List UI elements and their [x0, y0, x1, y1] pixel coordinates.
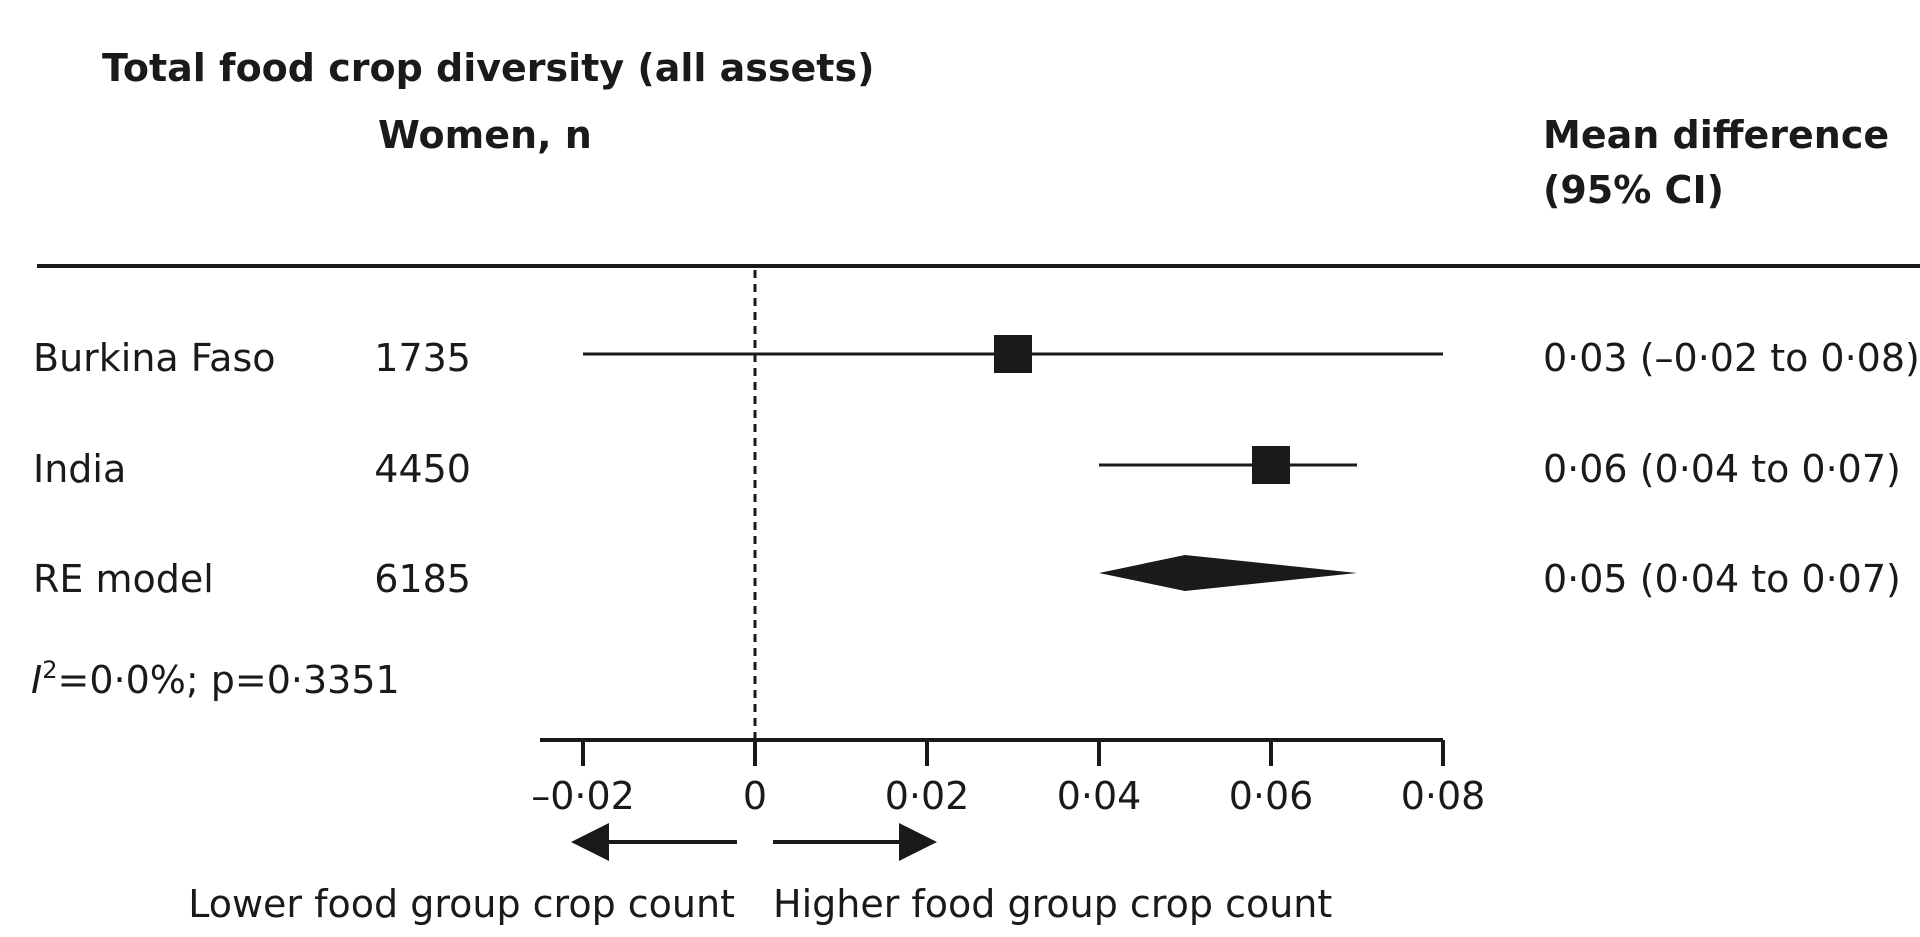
study-n-re-model: 6185: [374, 557, 471, 601]
point-estimate-india: [1252, 446, 1290, 484]
chart-title: Total food crop diversity (all assets): [102, 46, 874, 90]
heterogeneity-values: =0·0%; p=0·3351: [58, 658, 400, 702]
pooled-estimate-diamond: [1099, 555, 1357, 591]
study-label-burkina-faso: Burkina Faso: [33, 336, 276, 380]
heterogeneity-stat: I2=0·0%; p=0·3351: [31, 656, 400, 702]
study-label-re-model: RE model: [33, 557, 214, 601]
higher-direction-arrow-icon: [899, 823, 937, 861]
effect-column-header-line1: Mean difference: [1543, 113, 1889, 157]
lower-direction-arrow-icon: [571, 823, 609, 861]
effect-text-burkina-faso: 0·03 (–0·02 to 0·08): [1543, 336, 1920, 380]
x-tick-label: 0·06: [1229, 774, 1314, 818]
point-estimate-burkina-faso: [994, 335, 1032, 373]
x-axis-ticks: –0·02 0 0·02 0·04 0·06 0·08: [531, 740, 1485, 818]
effect-text-re-model: 0·05 (0·04 to 0·07): [1543, 557, 1901, 601]
n-column-header: Women, n: [378, 113, 592, 157]
higher-direction-label: Higher food group crop count: [773, 882, 1332, 926]
x-tick-label: –0·02: [531, 774, 635, 818]
study-n-burkina-faso: 1735: [374, 336, 471, 380]
study-n-india: 4450: [374, 447, 471, 491]
study-label-india: India: [33, 447, 126, 491]
effect-column-header-line2: (95% CI): [1543, 168, 1724, 212]
effect-text-india: 0·06 (0·04 to 0·07): [1543, 447, 1901, 491]
heterogeneity-symbol: I: [31, 658, 42, 702]
lower-direction-label: Lower food group crop count: [188, 882, 735, 926]
x-tick-label: 0: [743, 774, 767, 818]
x-tick-label: 0·04: [1057, 774, 1142, 818]
heterogeneity-superscript: 2: [42, 656, 57, 684]
x-tick-label: 0·02: [885, 774, 970, 818]
x-tick-label: 0·08: [1401, 774, 1486, 818]
